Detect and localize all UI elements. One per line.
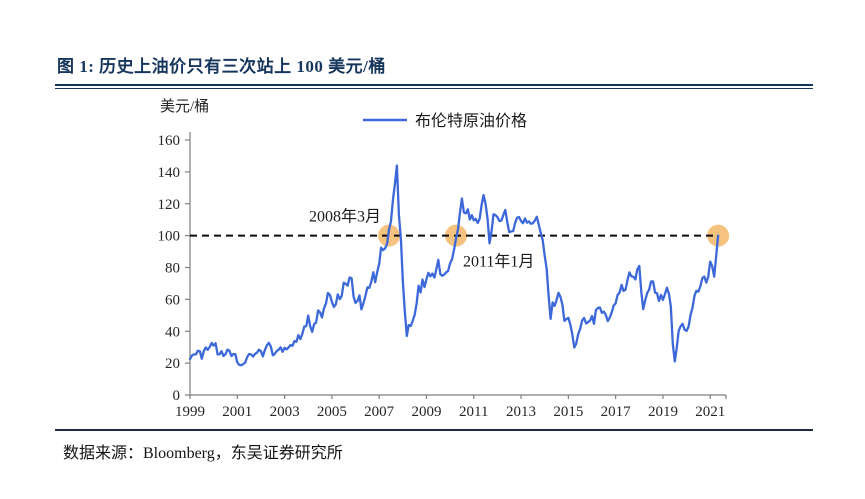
y-tick-label: 60 — [165, 292, 180, 308]
y-tick-label: 0 — [173, 388, 181, 404]
data-source-note: 数据来源：Bloomberg，东吴证券研究所 — [63, 445, 343, 462]
x-tick-label: 2003 — [270, 404, 300, 420]
x-tick-label: 1999 — [175, 404, 205, 420]
title-rule-thick — [55, 84, 813, 86]
x-tick-label: 2009 — [411, 404, 441, 420]
brent-price-line — [188, 164, 720, 367]
x-tick-label: 2015 — [553, 404, 583, 420]
x-tick-label: 2001 — [222, 404, 252, 420]
y-tick-label: 20 — [165, 356, 180, 372]
x-tick-label: 2019 — [648, 404, 678, 420]
y-tick-label: 160 — [158, 133, 181, 149]
legend-label: 布伦特原油价格 — [415, 112, 527, 130]
y-tick-label: 80 — [165, 261, 180, 277]
footer-rule — [55, 429, 813, 431]
y-tick-label: 140 — [158, 165, 181, 181]
y-tick-label: 40 — [165, 324, 180, 340]
title-rule-thin — [55, 88, 813, 89]
y-tick-label: 100 — [158, 229, 181, 245]
y-tick-label: 120 — [158, 197, 181, 213]
x-tick-label: 2017 — [601, 404, 632, 420]
annotation-2011年1月: 2011年1月 — [463, 253, 534, 271]
x-tick-label: 2013 — [506, 404, 536, 420]
y-axis-unit-label: 美元/桶 — [160, 98, 209, 115]
x-tick-label: 2011 — [459, 404, 488, 420]
x-tick-label: 2005 — [317, 404, 347, 420]
x-tick-label: 2007 — [364, 404, 395, 420]
figure-title: 图 1: 历史上油价只有三次站上 100 美元/桶 — [57, 57, 386, 76]
x-tick-label: 2021 — [695, 404, 725, 420]
annotation-2008年3月: 2008年3月 — [309, 208, 381, 226]
